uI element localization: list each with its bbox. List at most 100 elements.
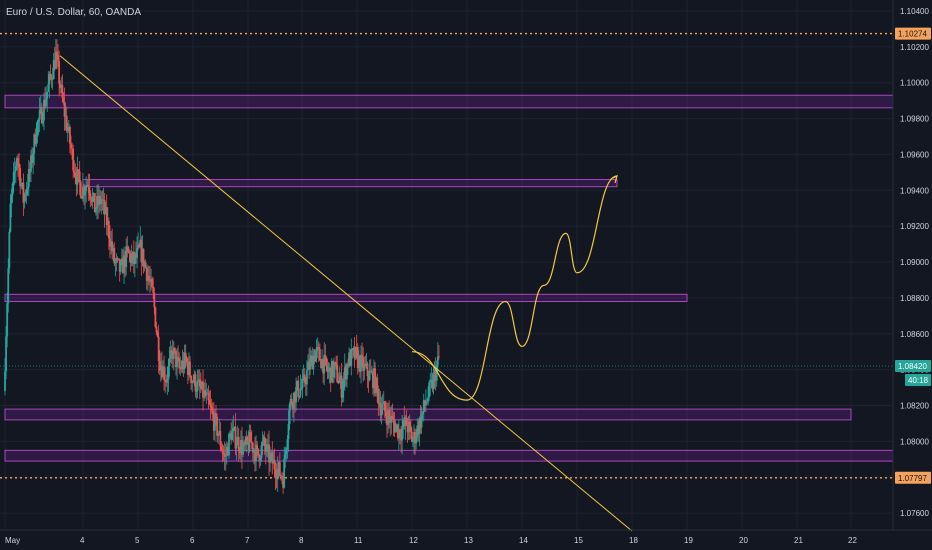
candle-body <box>344 367 347 380</box>
candle-body <box>222 453 225 455</box>
candle-body <box>110 241 112 247</box>
candle-body <box>149 279 151 283</box>
candle-body <box>46 91 49 99</box>
candle-body <box>356 350 359 369</box>
candle-body <box>311 355 314 370</box>
candle-body <box>387 410 389 425</box>
candle-body <box>346 364 348 380</box>
candle-body <box>21 182 24 185</box>
candle-body <box>214 413 216 431</box>
support-resistance-zones[interactable] <box>4 94 894 462</box>
candle-body <box>227 447 229 456</box>
zone-rectangle[interactable] <box>4 449 894 462</box>
candle-body <box>267 444 269 446</box>
candle-body <box>426 401 428 404</box>
candle-body <box>137 244 139 248</box>
candlestick-series <box>4 38 440 494</box>
trendline[interactable] <box>59 55 633 532</box>
candle-body <box>92 193 95 197</box>
time-tick-label: 4 <box>80 536 85 545</box>
zone-rectangle[interactable] <box>4 293 688 302</box>
candle-body <box>74 172 77 179</box>
candle-body <box>416 425 419 438</box>
price-tick-label: 1.09600 <box>900 150 929 159</box>
candle-body <box>326 366 329 372</box>
time-tick-label: 18 <box>629 536 638 545</box>
candle-body <box>183 352 186 369</box>
candle-body <box>256 444 259 449</box>
candle-body <box>282 478 284 488</box>
projection-curve[interactable] <box>411 175 618 401</box>
candle-body <box>112 248 115 252</box>
candle-body <box>414 431 417 444</box>
candle-body <box>258 454 261 461</box>
candle-body <box>340 375 343 398</box>
candle-body <box>316 347 319 348</box>
candle-body <box>405 417 408 426</box>
horizontal-price-levels[interactable] <box>0 32 893 479</box>
candle-body <box>181 360 184 370</box>
candle-body <box>152 286 155 294</box>
candle-body <box>133 253 136 265</box>
candle-body <box>427 397 429 402</box>
projection-arrowhead[interactable] <box>610 174 618 184</box>
candle-body <box>372 371 374 389</box>
candle-body <box>242 446 244 455</box>
projection-path[interactable] <box>411 174 618 401</box>
candle-body <box>70 143 72 148</box>
candle-body <box>107 221 110 239</box>
candle-body <box>382 401 385 404</box>
candle-body <box>106 221 109 226</box>
candle-body <box>270 452 273 455</box>
candle-body <box>216 416 218 436</box>
price-axis[interactable]: 1.10400 1.10200 1.10000 1.09800 1.09600 1.094… <box>900 7 929 518</box>
zone-rectangle[interactable] <box>4 408 852 421</box>
candle-body <box>96 196 98 209</box>
candle-body <box>153 293 156 308</box>
candle-body <box>119 262 122 272</box>
candle-body <box>295 387 297 403</box>
candle-body <box>10 195 13 204</box>
candle-body <box>327 371 330 373</box>
time-tick-label: 22 <box>848 536 857 545</box>
candle-body <box>45 98 48 107</box>
candle-body <box>252 449 255 453</box>
candle-body <box>337 381 340 384</box>
candle-body <box>434 369 437 381</box>
candle-body <box>65 115 68 132</box>
candle-body <box>203 390 206 398</box>
zone-rectangle[interactable] <box>4 94 894 109</box>
candle-body <box>352 348 355 350</box>
candle-body <box>366 363 369 376</box>
candle-body <box>69 126 71 144</box>
candle-body <box>150 278 152 283</box>
zone-rectangle[interactable] <box>82 179 618 188</box>
candle-body <box>280 475 282 477</box>
candle-body <box>308 362 310 370</box>
time-axis[interactable]: May 4 5 6 7 8 11 12 13 14 15 18 19 20 21 22 <box>5 536 857 545</box>
candle-body <box>132 251 135 265</box>
candle-body <box>301 378 304 388</box>
candle-body <box>428 382 431 398</box>
candle-body <box>230 433 233 441</box>
candle-body <box>251 442 254 453</box>
candle-body <box>14 166 17 171</box>
candle-body <box>206 392 209 394</box>
candle-body <box>324 354 327 358</box>
candle-body <box>175 350 177 368</box>
trendline-segment[interactable] <box>59 55 633 532</box>
candle-body <box>58 60 61 84</box>
candle-body <box>401 428 404 441</box>
candle-body <box>404 417 407 427</box>
current-price-tag <box>895 360 931 373</box>
candle-body <box>245 436 248 445</box>
candle-body <box>30 155 32 173</box>
candle-body <box>369 370 372 373</box>
candle-body <box>289 398 292 405</box>
candle-body <box>215 413 217 417</box>
candle-body <box>18 163 20 169</box>
candle-body <box>284 454 287 459</box>
candle-body <box>232 428 235 432</box>
candle-body <box>272 459 275 464</box>
